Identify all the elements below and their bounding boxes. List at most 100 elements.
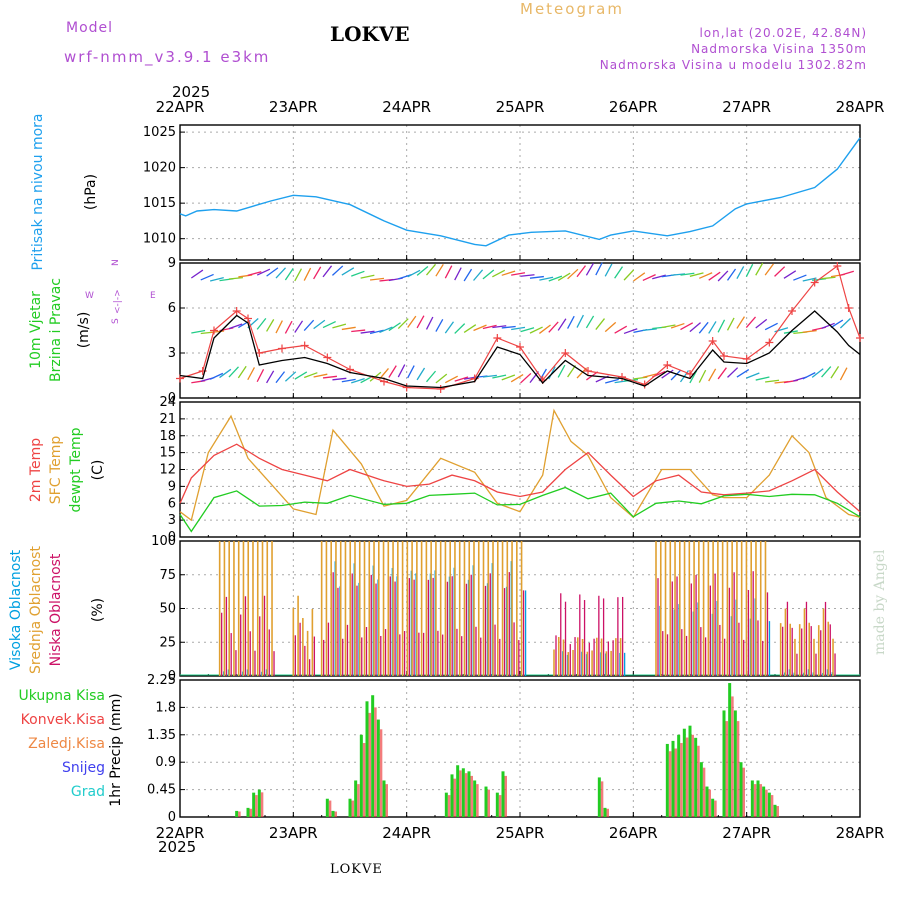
conv-precip-bar xyxy=(476,784,479,817)
wind-gust-marker xyxy=(232,307,241,315)
wind-barb xyxy=(708,321,717,334)
conv-precip-bar xyxy=(351,800,354,817)
wind-gust-marker xyxy=(244,314,252,323)
wind-barb xyxy=(454,323,466,334)
wind-barb xyxy=(689,322,701,333)
wind-barb xyxy=(482,324,497,330)
model-elevation: Nadmorska Visina u modelu 1302.82m xyxy=(599,58,867,72)
conv-precip-bar xyxy=(742,767,745,817)
wind-barb xyxy=(388,365,397,378)
conv-precip-bar xyxy=(487,789,490,817)
y-tick-label: 0 xyxy=(168,391,176,406)
wind-barb xyxy=(604,321,617,333)
conv-precip-bar xyxy=(600,781,604,817)
wind-barb xyxy=(190,269,204,279)
wind-barb xyxy=(821,322,835,330)
wind-barb xyxy=(369,277,385,281)
total-precip-bar xyxy=(484,786,488,817)
total-precip-bar xyxy=(325,798,329,817)
wind-gust-marker xyxy=(493,334,502,342)
wind-barb xyxy=(698,321,709,334)
conv-precip-bar xyxy=(753,784,757,817)
wind-barb xyxy=(614,266,624,279)
wind-barb xyxy=(313,266,322,280)
total-precip-bar xyxy=(473,780,477,817)
wind-barb xyxy=(501,270,516,276)
total-precip-bar xyxy=(750,780,754,817)
wind-barb xyxy=(652,274,666,280)
conv-precip-bar xyxy=(249,808,252,817)
y-tick-label: 15 xyxy=(159,446,176,461)
wind-barb xyxy=(670,322,685,329)
precip-legend-4: Grad xyxy=(71,784,105,800)
wind-barb xyxy=(209,276,224,282)
wind-gust-marker xyxy=(788,307,796,315)
conv-precip-bar xyxy=(374,707,377,817)
wind-barb xyxy=(492,325,507,329)
wind-barb xyxy=(454,267,462,281)
x-tick-label-bottom: 28APR xyxy=(836,824,885,842)
total-precip-bar xyxy=(767,792,771,817)
wind-barb xyxy=(548,275,563,282)
conv-precip-bar xyxy=(725,721,728,817)
conv-precip-bar xyxy=(680,743,683,817)
total-precip-bar xyxy=(773,804,777,817)
wind-gust-marker xyxy=(584,367,592,375)
wind-barb xyxy=(567,268,579,280)
y-tick-label: 1.35 xyxy=(147,728,176,743)
wind-barb xyxy=(783,270,797,279)
wind-gust-marker xyxy=(856,334,864,342)
conv-precip-bar xyxy=(770,795,774,817)
wind-gust-marker xyxy=(516,343,524,351)
wind-barb xyxy=(416,367,426,381)
wind-barb xyxy=(717,367,727,380)
wind-barb xyxy=(331,265,344,276)
y-tick-label: 0 xyxy=(168,669,176,684)
wind-barb xyxy=(548,321,559,333)
wind-barb xyxy=(397,364,406,378)
wind-barb xyxy=(726,317,735,331)
wind-barb xyxy=(351,378,365,384)
wind-barb xyxy=(539,276,554,281)
total-precip-bar xyxy=(705,786,709,817)
wind-gust-line xyxy=(179,265,861,390)
wind-gust-marker xyxy=(300,341,309,350)
wind-barb xyxy=(284,320,293,334)
y-tick-label: 18 xyxy=(159,429,176,444)
wind-barb xyxy=(266,267,279,277)
total-precip-bar xyxy=(495,792,499,817)
wind-barb xyxy=(275,267,287,279)
wind-barb xyxy=(821,366,832,378)
wind-barb xyxy=(661,324,676,329)
wind-barb xyxy=(388,322,401,332)
wind-barb xyxy=(529,275,544,279)
wind-barb xyxy=(670,369,682,381)
wind-barb xyxy=(228,323,243,330)
wind-barb xyxy=(548,366,556,380)
wind-gust-marker xyxy=(844,304,853,312)
compass-w: W xyxy=(85,291,94,301)
wind-barb xyxy=(764,322,778,331)
wind-barb xyxy=(454,376,469,382)
wind-barb xyxy=(614,325,628,334)
wind-speed-line xyxy=(179,310,861,389)
y-tick-label: 0.45 xyxy=(147,783,176,798)
wind-barb xyxy=(755,318,768,329)
total-precip-bar xyxy=(359,734,363,817)
wind-barb xyxy=(680,322,694,331)
total-precip-bar xyxy=(348,798,352,817)
total-precip-bar xyxy=(603,807,607,817)
x-tick-label-bottom: 23APR xyxy=(269,824,318,842)
wind-barb xyxy=(605,378,619,384)
station-title: LOKVE xyxy=(330,22,410,46)
dewpt-label: dewpt Temp xyxy=(68,427,84,512)
sfc-label: SFC Temp xyxy=(48,436,64,505)
wind-barb xyxy=(332,377,347,381)
year-bottom: 2025 xyxy=(158,838,197,856)
conv-precip-bar xyxy=(691,734,694,817)
wind-barb xyxy=(538,368,547,382)
wind-barb xyxy=(351,329,366,333)
x-tick-label-bottom: 22APR xyxy=(156,824,205,842)
wind-barb xyxy=(511,272,526,276)
wind-barb xyxy=(698,369,707,383)
